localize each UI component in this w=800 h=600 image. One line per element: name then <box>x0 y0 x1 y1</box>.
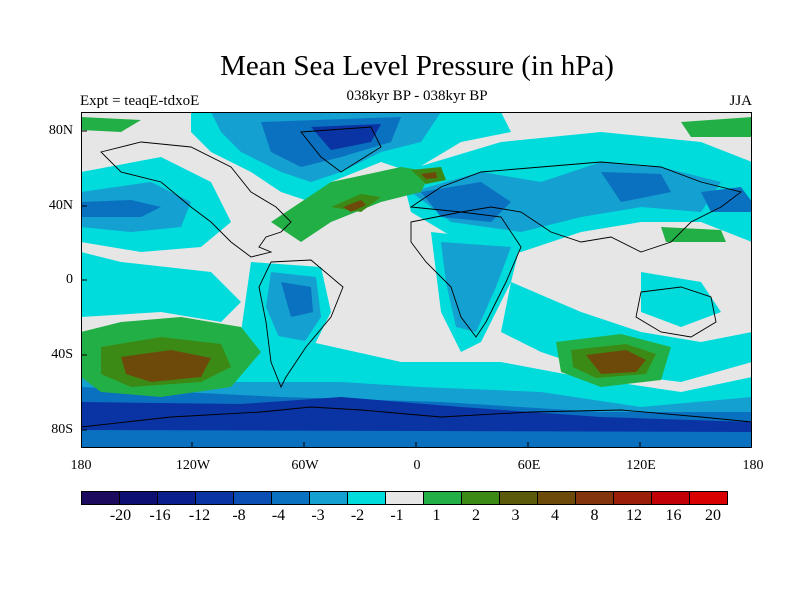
arctic-edge-green <box>81 117 141 132</box>
x-tick-label: 180 <box>70 458 92 473</box>
greenland-coast <box>300 126 382 173</box>
colorbar-tick-label: -12 <box>188 507 211 524</box>
y-tick-label: 40S <box>51 347 73 362</box>
y-tick-label: 80S <box>51 422 73 437</box>
colorbar-tick-label: -16 <box>149 507 171 524</box>
chart-subtitle: 038kyr BP - 038kyr BP <box>346 88 488 104</box>
north-america-coast <box>100 141 292 258</box>
colorbar-tick-label: 12 <box>626 507 642 524</box>
colorbar-swatch <box>613 491 652 505</box>
south-america-coast <box>258 259 344 389</box>
season-label: JJA <box>729 93 752 109</box>
chart-title: Mean Sea Level Pressure (in hPa) <box>220 50 614 82</box>
tropical-pacific-lightblue <box>81 252 241 322</box>
coastlines <box>81 126 752 428</box>
north-atlantic-brown <box>343 200 366 212</box>
colorbar-swatch <box>195 491 234 505</box>
colorbar-swatch <box>119 491 158 505</box>
colorbar-swatch <box>385 491 424 505</box>
colorbar-swatch <box>309 491 348 505</box>
x-tick-label: 120E <box>626 458 656 473</box>
colorbar-tick-label: -20 <box>109 507 132 524</box>
australia-coast <box>635 286 717 338</box>
antarctic-blue-low <box>81 430 752 448</box>
australia-lightblue <box>641 272 721 327</box>
colorbar-tick-label: -4 <box>271 507 286 524</box>
colorbar-swatch <box>347 491 386 505</box>
x-tick-label: 120W <box>175 458 211 473</box>
south-america-blue <box>281 282 313 317</box>
colorbar-tick-label: 8 <box>590 507 599 524</box>
colorbar-swatch <box>461 491 500 505</box>
wpac-green <box>661 227 726 242</box>
greenland-deep-blue <box>311 124 381 150</box>
map-panel <box>81 112 752 448</box>
map-tickmarks <box>81 130 641 448</box>
colorbar-tick-label: 20 <box>705 507 721 524</box>
experiment-label: Expt = teaqE-tdxoE <box>80 93 200 109</box>
colorbar-tick-label: 4 <box>551 507 559 524</box>
nw-pacific-green <box>681 117 752 137</box>
colorbar-swatch <box>575 491 614 505</box>
y-tick-label: 40N <box>48 198 73 213</box>
colorbar-swatch <box>157 491 196 505</box>
colorbar-swatch <box>499 491 538 505</box>
colorbar-tick-label: 1 <box>432 507 441 524</box>
colorbar <box>81 491 728 505</box>
south-indian-brown <box>586 350 646 374</box>
colorbar-tick-label: 2 <box>472 507 480 524</box>
colorbar-swatch <box>423 491 462 505</box>
x-tick-label: 60W <box>291 458 319 473</box>
colorbar-swatch <box>233 491 272 505</box>
pressure-anomaly-map <box>81 112 752 448</box>
antarctica-coast <box>81 406 752 428</box>
colorbar-swatch <box>81 491 120 505</box>
colorbar-tick-label: -2 <box>350 507 365 524</box>
colorbar-tick-label: -1 <box>390 507 404 524</box>
colorbar-swatch <box>271 491 310 505</box>
europe-asia-coast <box>409 161 743 253</box>
south-pacific-brown <box>121 350 211 382</box>
asia-blue <box>601 172 671 202</box>
colorbar-swatch <box>537 491 576 505</box>
colorbar-tick-label: 3 <box>511 507 520 524</box>
x-tick-label: 180 <box>742 458 764 473</box>
colorbar-tick-label: 16 <box>665 507 682 524</box>
colorbar-swatch <box>651 491 690 505</box>
y-tick-label: 0 <box>66 272 73 287</box>
africa-coast <box>410 211 522 338</box>
x-tick-label: 60E <box>517 458 541 473</box>
europe-blue <box>421 182 511 222</box>
colorbar-swatch <box>689 491 728 505</box>
x-tick-label: 0 <box>413 458 421 473</box>
colorbar-tick-label: -8 <box>232 507 246 524</box>
colorbar-tick-label: -3 <box>311 507 325 524</box>
north-pacific-blue <box>81 200 161 217</box>
y-tick-label: 80N <box>48 123 73 138</box>
azores-brown <box>421 172 437 179</box>
